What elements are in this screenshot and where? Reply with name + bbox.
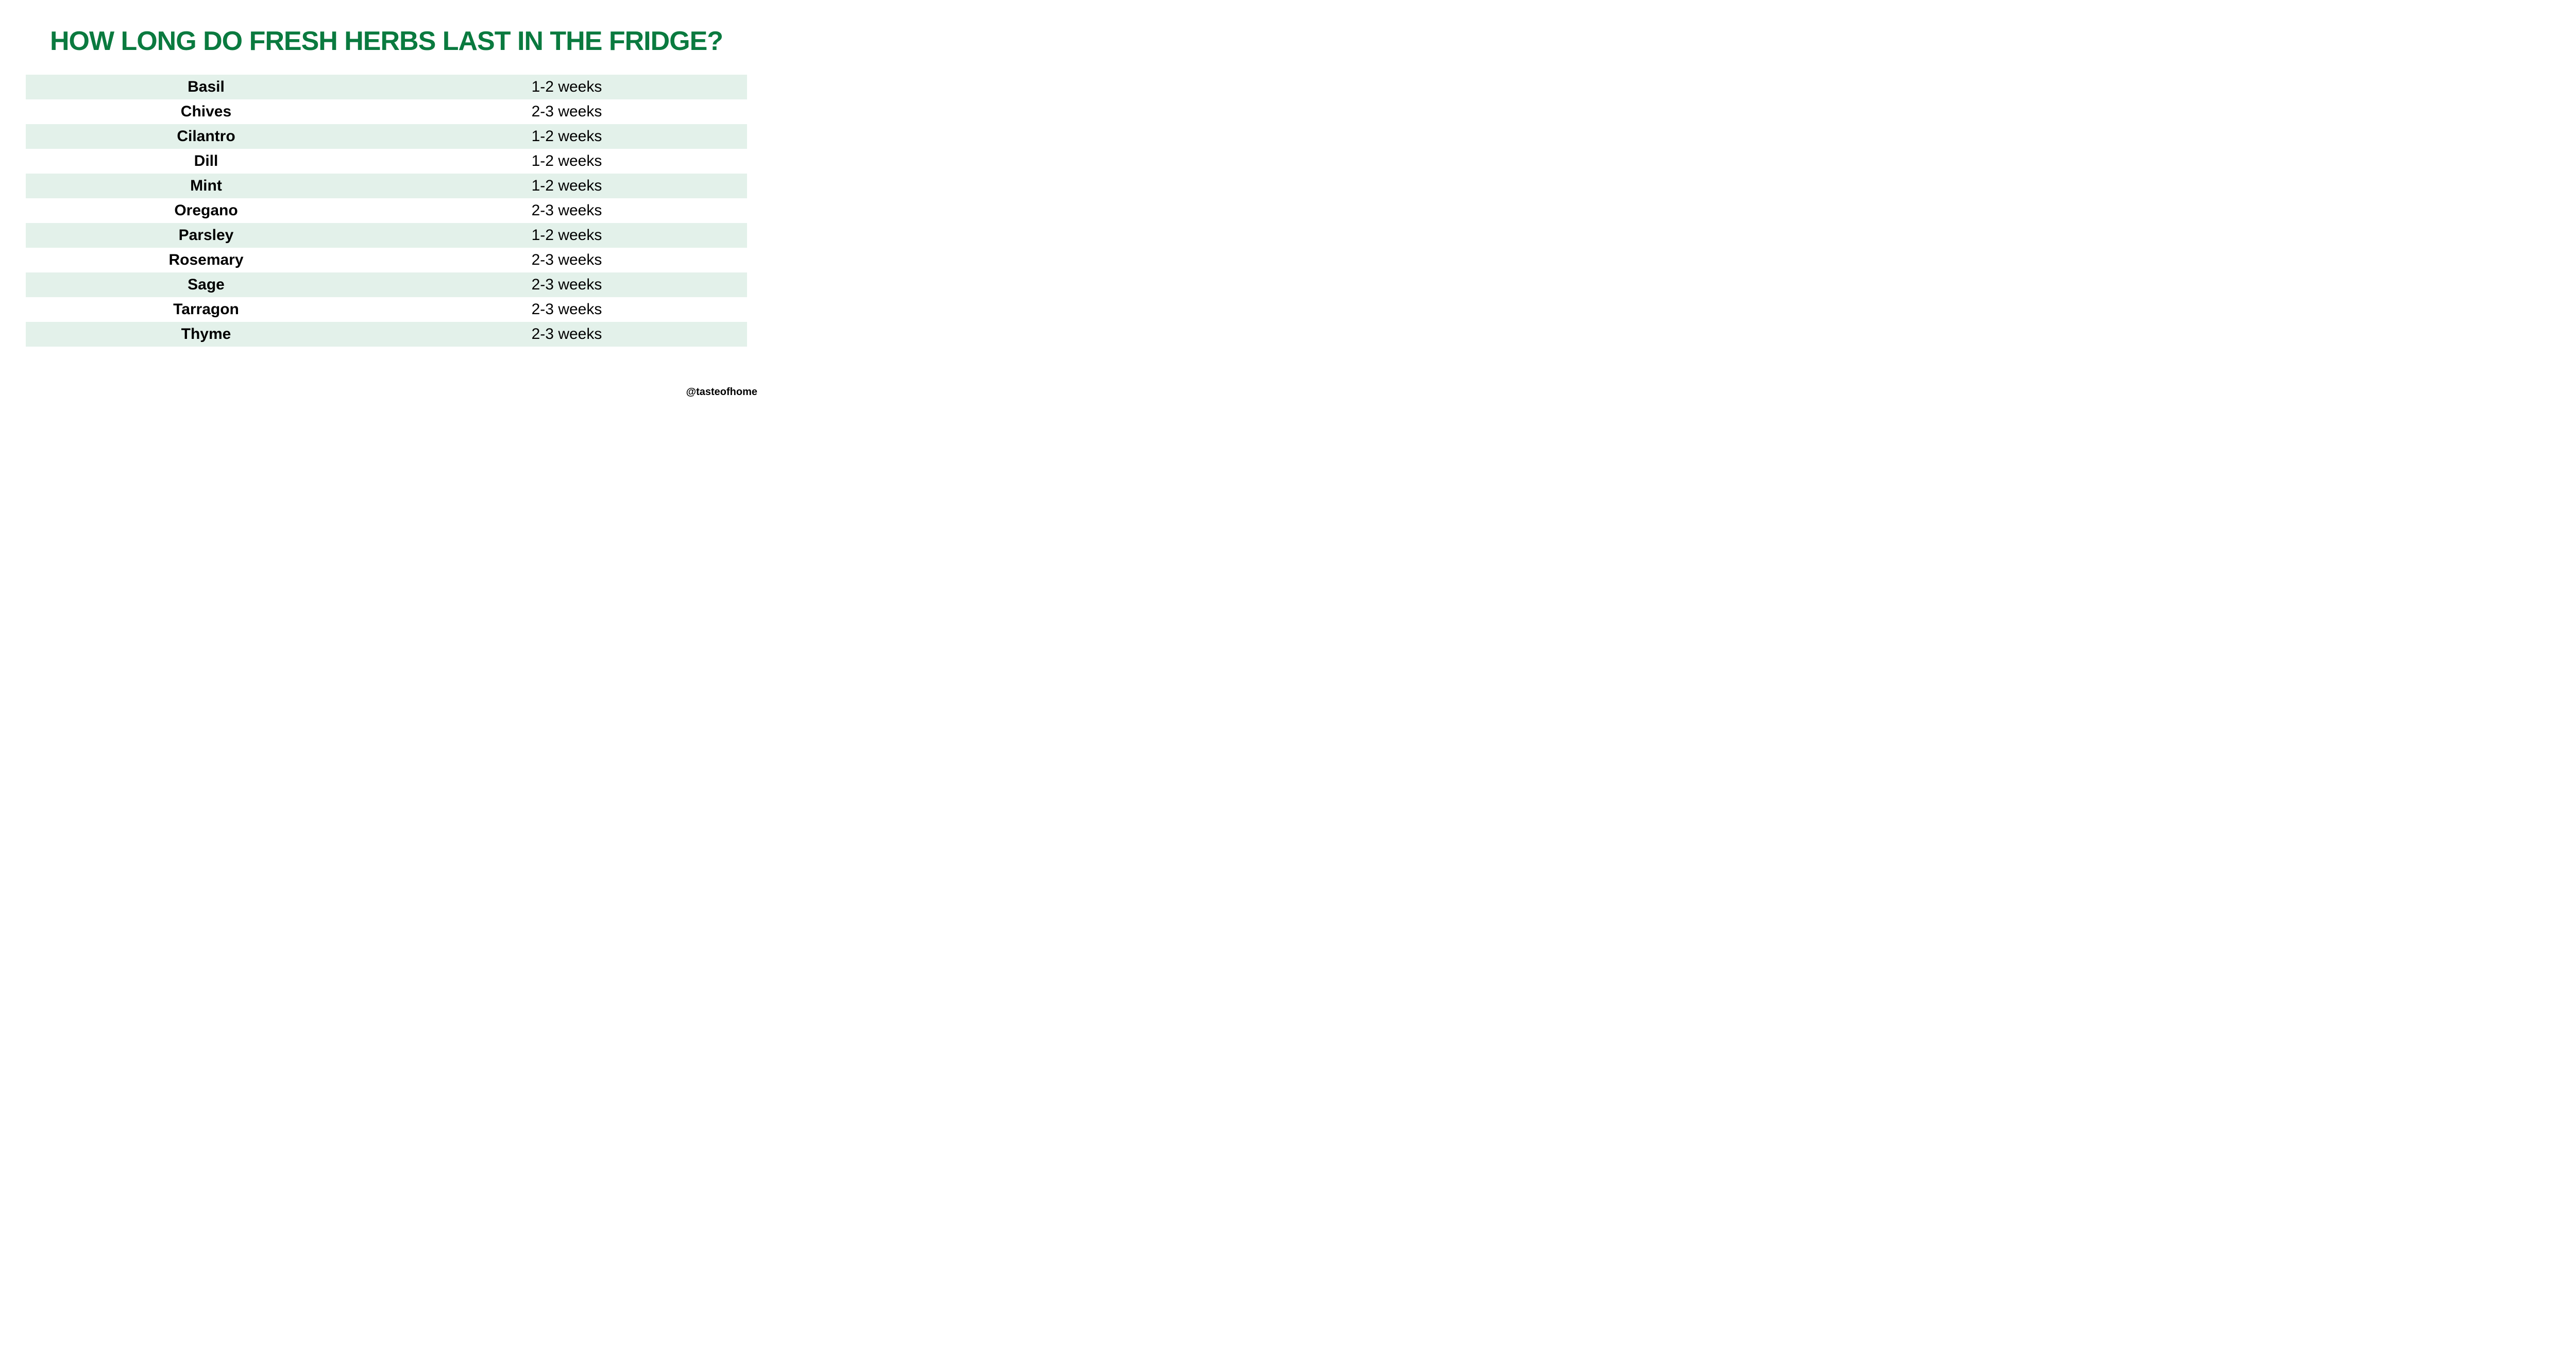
table-row: Parsley 1-2 weeks	[26, 223, 747, 248]
duration-cell: 2-3 weeks	[386, 301, 747, 318]
herb-name-cell: Basil	[26, 78, 386, 96]
duration-cell: 1-2 weeks	[386, 227, 747, 244]
herb-name-cell: Chives	[26, 103, 386, 121]
herb-name-cell: Thyme	[26, 326, 386, 343]
duration-cell: 1-2 weeks	[386, 128, 747, 145]
herb-name-cell: Rosemary	[26, 251, 386, 269]
duration-cell: 1-2 weeks	[386, 177, 747, 195]
duration-cell: 1-2 weeks	[386, 78, 747, 96]
table-row: Basil 1-2 weeks	[26, 75, 747, 99]
duration-cell: 2-3 weeks	[386, 326, 747, 343]
table-row: Dill 1-2 weeks	[26, 149, 747, 174]
table-row: Rosemary 2-3 weeks	[26, 248, 747, 272]
table-row: Mint 1-2 weeks	[26, 174, 747, 198]
herb-name-cell: Dill	[26, 152, 386, 170]
herb-name-cell: Sage	[26, 276, 386, 294]
herbs-table: Basil 1-2 weeks Chives 2-3 weeks Cilantr…	[26, 75, 747, 347]
page-title: HOW LONG DO FRESH HERBS LAST IN THE FRID…	[26, 26, 747, 57]
herb-name-cell: Parsley	[26, 227, 386, 244]
table-row: Sage 2-3 weeks	[26, 272, 747, 297]
herb-name-cell: Cilantro	[26, 128, 386, 145]
table-row: Tarragon 2-3 weeks	[26, 297, 747, 322]
herb-name-cell: Mint	[26, 177, 386, 195]
herb-name-cell: Oregano	[26, 202, 386, 219]
duration-cell: 2-3 weeks	[386, 103, 747, 121]
duration-cell: 2-3 weeks	[386, 251, 747, 269]
duration-cell: 1-2 weeks	[386, 152, 747, 170]
duration-cell: 2-3 weeks	[386, 202, 747, 219]
duration-cell: 2-3 weeks	[386, 276, 747, 294]
herb-name-cell: Tarragon	[26, 301, 386, 318]
table-row: Cilantro 1-2 weeks	[26, 124, 747, 149]
table-row: Thyme 2-3 weeks	[26, 322, 747, 347]
attribution-label: @tasteofhome	[686, 386, 757, 398]
table-row: Chives 2-3 weeks	[26, 99, 747, 124]
table-row: Oregano 2-3 weeks	[26, 198, 747, 223]
